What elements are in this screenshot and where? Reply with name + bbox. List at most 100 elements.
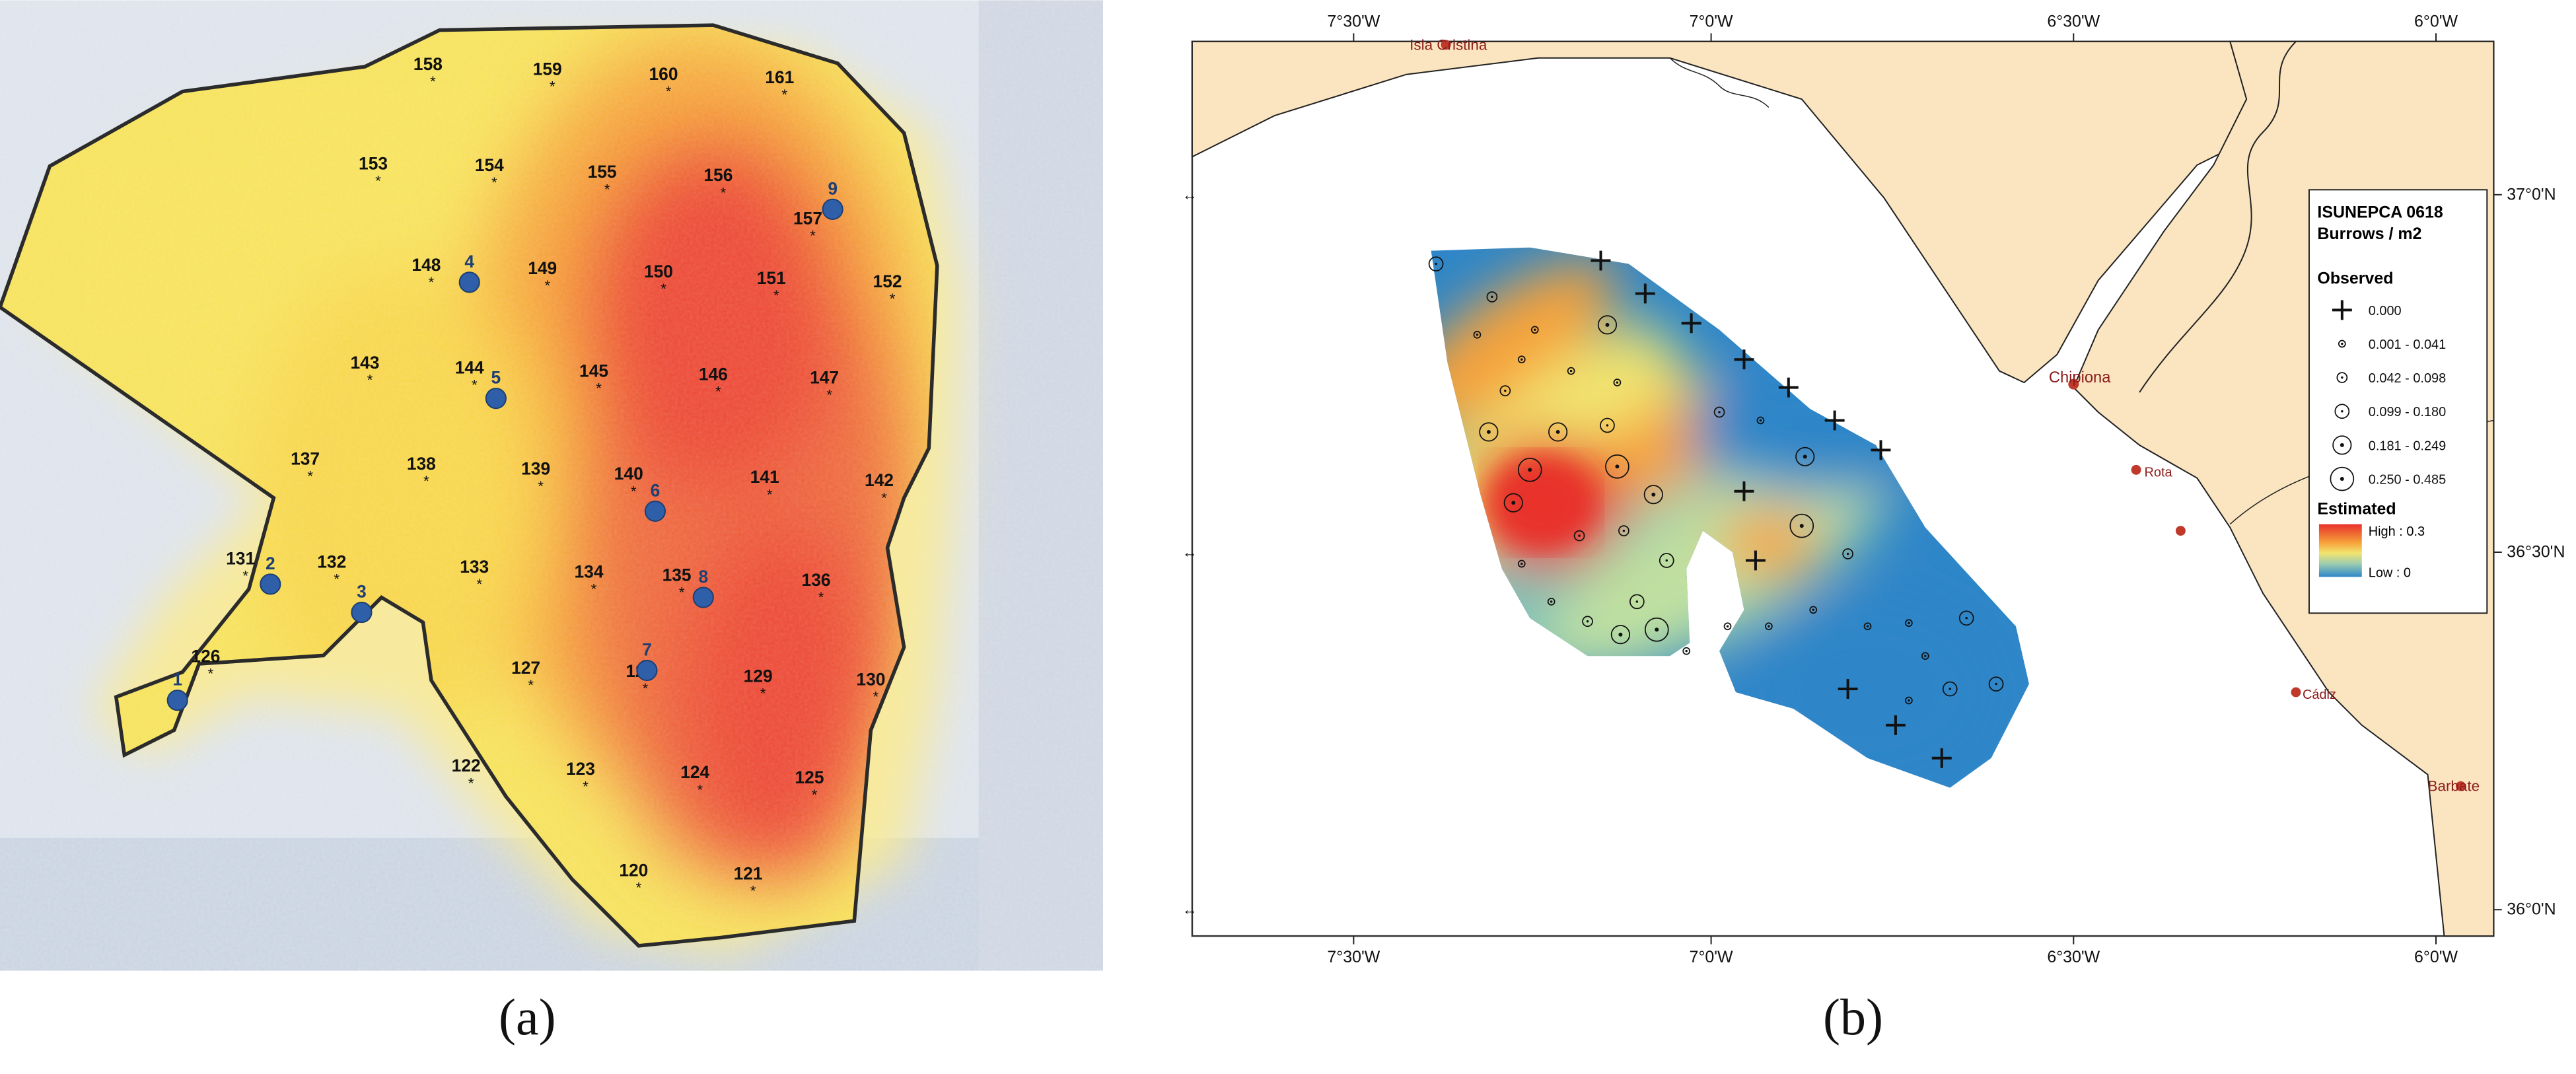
station-star: * (635, 880, 641, 896)
station-label-148: 148 (411, 255, 441, 275)
blue-marker-label-7: 7 (642, 639, 652, 659)
station-label-154: 154 (475, 155, 504, 175)
river-guadalquivir (2139, 41, 2297, 393)
station-star: * (881, 489, 887, 506)
legend-observed-label-5: 0.250 - 0.485 (2369, 473, 2447, 487)
observed-symbol (1610, 625, 1631, 645)
legend-observed-symbol-3 (2334, 404, 2350, 419)
station-star: * (430, 73, 436, 90)
blue-marker-label-1: 1 (172, 670, 182, 690)
station-label-157: 157 (793, 208, 822, 228)
station-star: * (242, 567, 248, 584)
observed-symbol-center (1718, 411, 1721, 413)
station-star: * (596, 380, 602, 397)
station-star: * (591, 581, 597, 597)
observed-symbol (1942, 681, 1958, 697)
legend-observed-symbol-5-center (2340, 477, 2344, 482)
y-tick-left: ↔ (1182, 544, 1197, 560)
station-label-145: 145 (579, 361, 608, 381)
legend-observed-symbol-4 (2332, 435, 2352, 455)
observed-symbol (1795, 447, 1815, 466)
place-dot-isla-cristina (1441, 40, 1451, 50)
station-star: * (491, 174, 497, 191)
station-star: * (767, 486, 773, 503)
station-star: * (476, 576, 482, 592)
station-star: * (810, 228, 816, 244)
station-star: * (472, 377, 478, 394)
station-label-137: 137 (291, 449, 320, 469)
observed-symbol-center (1605, 322, 1610, 327)
station-star: * (334, 571, 340, 587)
observed-symbol-center (1486, 429, 1491, 434)
blue-marker-6 (644, 500, 666, 522)
observed-symbol-center (1726, 625, 1729, 627)
caption-a: (a) (499, 988, 556, 1046)
station-star: * (429, 274, 435, 291)
legend-observed-label-1: 0.001 - 0.041 (2369, 338, 2447, 352)
observed-symbol (1756, 416, 1765, 425)
legend-observed-symbol-1-center (2341, 342, 2343, 345)
observed-symbol-center (1528, 468, 1532, 472)
station-label-123: 123 (566, 759, 595, 779)
blue-marker-1 (166, 690, 188, 711)
observed-symbol-center (1504, 389, 1507, 392)
observed-symbol (1921, 652, 1929, 661)
observed-symbol-center (1924, 655, 1927, 657)
observed-symbol-center (1521, 358, 1523, 361)
station-label-126: 126 (191, 646, 220, 666)
survey-area-outline (0, 23, 939, 948)
observed-symbol-center (1556, 429, 1560, 434)
station-label-155: 155 (588, 162, 617, 182)
station-star: * (307, 468, 313, 485)
observed-symbol (1517, 457, 1542, 482)
observed-symbol (1842, 548, 1853, 559)
station-star: * (890, 291, 896, 307)
observed-symbol-center (1586, 620, 1589, 623)
station-label-125: 125 (795, 768, 824, 787)
observed-symbol (1499, 385, 1511, 396)
station-star: * (812, 787, 818, 803)
station-label-151: 151 (757, 268, 786, 288)
panel-b-map: 7°30'W 7°30'W 7°0'W 7°0'W 6°30'W 6°30'W 6°0'W 6… (1182, 12, 2565, 966)
x-tick-label-bottom: 7°30'W (1327, 948, 1380, 966)
observed-symbol-center (1995, 682, 1997, 686)
graticule-ticks: 7°30'W 7°30'W 7°0'W 7°0'W 6°30'W 6°30'W 6°0'W 6… (1182, 12, 2565, 966)
station-star: * (679, 585, 685, 601)
station-star: * (423, 473, 429, 489)
station-label-158: 158 (413, 54, 443, 74)
legend-observed-symbol-1 (2338, 340, 2346, 348)
station-star: * (697, 781, 703, 798)
observed-symbol (1644, 617, 1669, 642)
observed-symbol-center (1606, 424, 1609, 427)
station-label-141: 141 (750, 467, 779, 487)
station-star: * (604, 181, 610, 197)
station-label-140: 140 (614, 464, 643, 483)
station-star: * (826, 387, 832, 404)
station-label-139: 139 (521, 459, 550, 479)
station-star: * (773, 287, 779, 304)
observed-symbol-center (1635, 600, 1639, 603)
x-tick-label-top: 7°0'W (1690, 12, 1733, 30)
legend-observed-symbol-4-center (2340, 443, 2344, 447)
station-label-161: 161 (765, 67, 794, 87)
observed-symbol-center (1618, 632, 1623, 637)
panel-b: 7°30'W 7°30'W 7°0'W 7°0'W 6°30'W 6°30'W 6°0'W 6… (1176, 0, 2576, 971)
observed-symbol (1789, 513, 1814, 538)
station-label-156: 156 (703, 165, 733, 185)
observed-symbol-center (1476, 334, 1479, 336)
observed-symbol-center (1866, 625, 1869, 627)
legend: ISUNEPCA 0618 Burrows / m2 Observed 0.00… (2308, 189, 2488, 614)
observed-symbol-center (1799, 524, 1804, 528)
legend-title-line2: Burrows / m2 (2317, 225, 2421, 243)
y-tick-left: ↔ (1182, 902, 1197, 918)
station-label-120: 120 (619, 860, 648, 880)
station-star: * (818, 589, 824, 606)
observed-symbol (1765, 622, 1773, 631)
station-star: * (750, 883, 756, 900)
observed-symbol-center (1803, 454, 1807, 459)
observed-symbol-center (1655, 627, 1659, 632)
station-star: * (375, 173, 381, 190)
x-tick-label-bottom: 6°30'W (2047, 948, 2100, 966)
observed-symbol-center (1651, 492, 1656, 497)
observed-symbol (1618, 525, 1629, 536)
